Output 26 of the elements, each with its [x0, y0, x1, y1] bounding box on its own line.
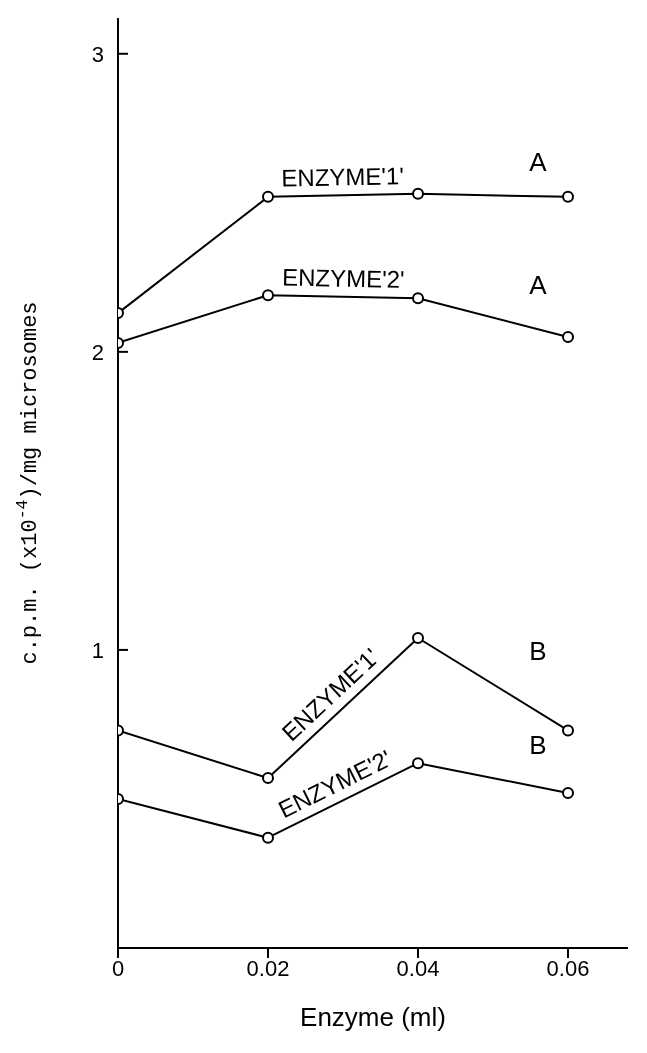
y-tick-label: 2 — [91, 339, 104, 365]
point — [412, 632, 424, 644]
point — [562, 724, 574, 737]
x-tick-label: 0 — [111, 955, 125, 981]
point — [262, 831, 274, 844]
annotation: B — [529, 636, 547, 667]
series-label: ENZYME'1' — [281, 162, 405, 192]
point — [562, 330, 574, 343]
annotation: A — [529, 269, 548, 300]
point — [412, 187, 424, 200]
x-axis-title: Enzyme (ml) — [300, 1002, 446, 1032]
point — [262, 772, 274, 785]
point — [412, 757, 424, 770]
point — [562, 787, 574, 799]
x-tick-label: 0.06 — [546, 955, 590, 981]
point — [262, 289, 274, 302]
x-tick-label: 0.02 — [246, 955, 290, 981]
point — [262, 190, 274, 203]
point — [562, 190, 574, 203]
series-label: ENZYME'2' — [281, 263, 405, 293]
y-tick-label: 1 — [91, 637, 104, 663]
y-tick-label: 3 — [91, 41, 104, 67]
x-tick-label: 0.04 — [396, 955, 440, 981]
annotation: B — [529, 730, 547, 761]
annotation: A — [529, 147, 548, 178]
point — [412, 292, 424, 305]
